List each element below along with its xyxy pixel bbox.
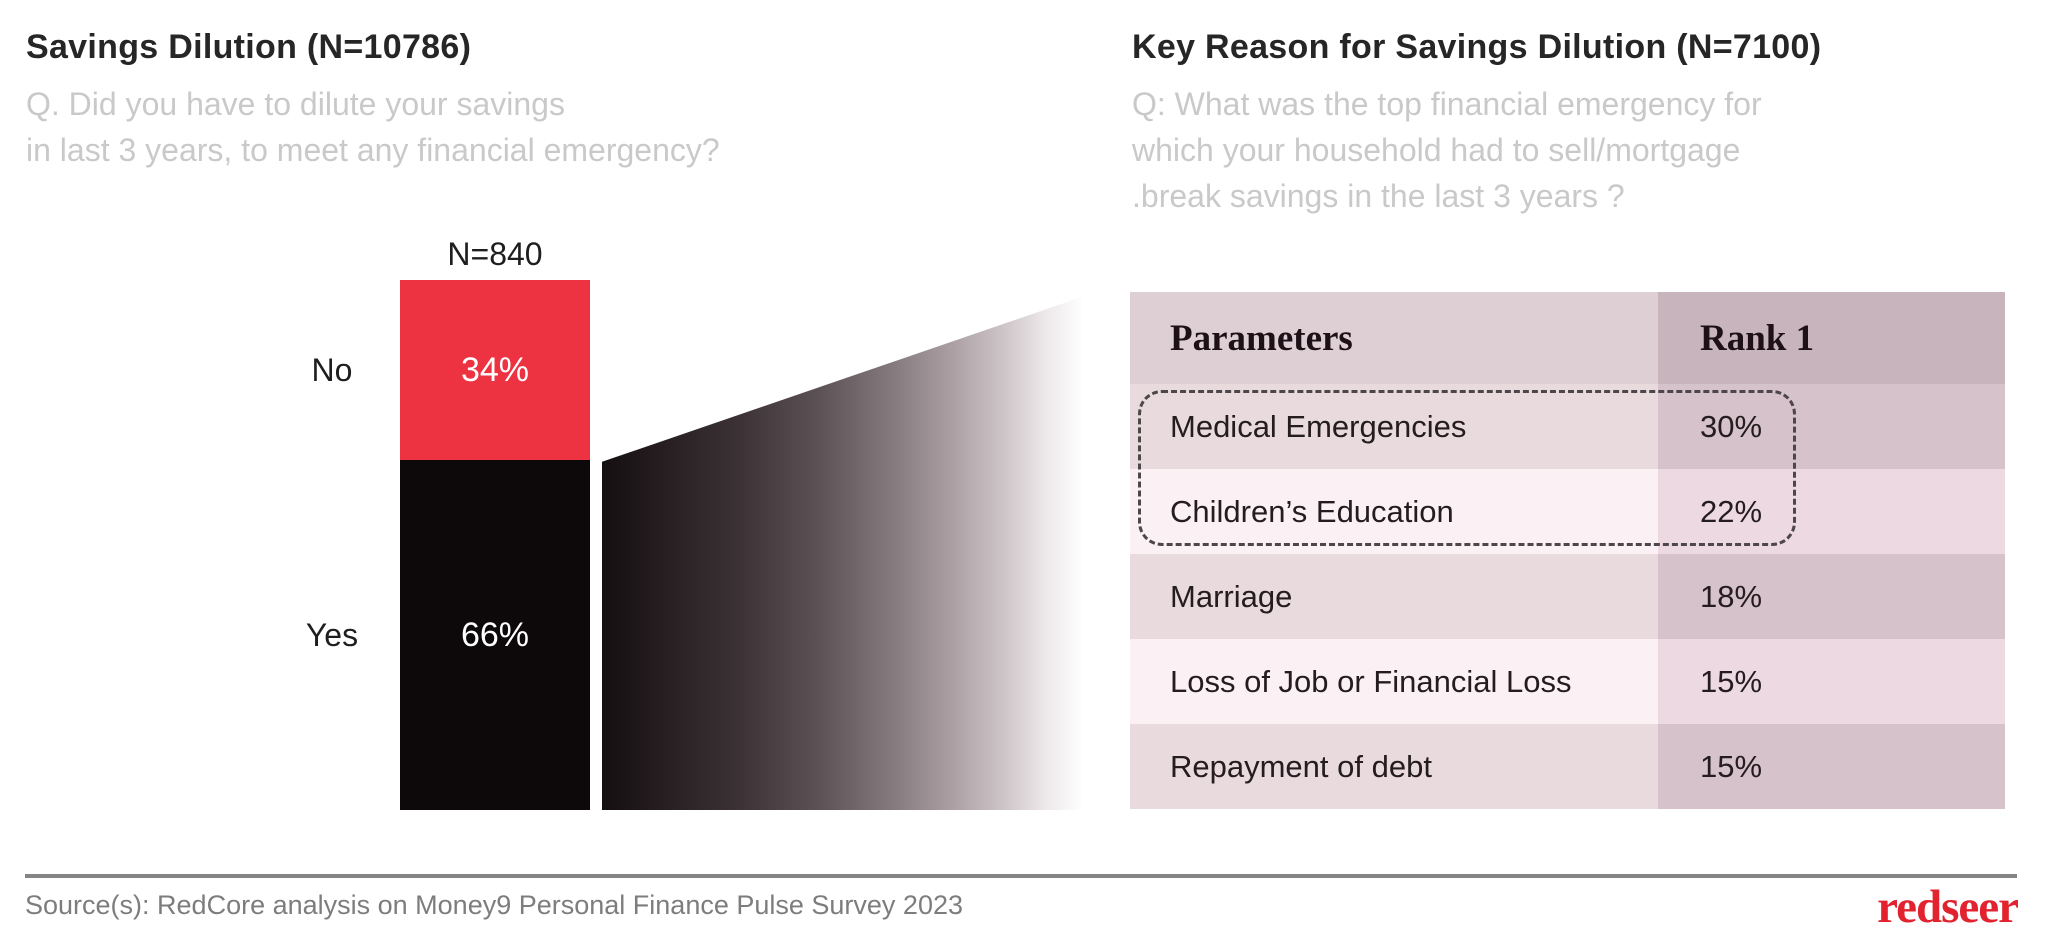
cell-parameter: Loss of Job or Financial Loss xyxy=(1130,639,1658,724)
left-panel-subtitle: Q. Did you have to dilute your savings i… xyxy=(26,81,786,173)
left-subtitle-line-1: Q. Did you have to dilute your savings xyxy=(26,86,565,122)
cell-parameter: Medical Emergencies xyxy=(1130,384,1658,469)
left-subtitle-line-2: in last 3 years, to meet any financial e… xyxy=(26,132,720,168)
table-row: Children’s Education 22% xyxy=(1130,469,2005,554)
table-row: Marriage 18% xyxy=(1130,554,2005,639)
table-row: Loss of Job or Financial Loss 15% xyxy=(1130,639,2005,724)
cell-rank1: 15% xyxy=(1658,639,2005,724)
right-panel-title: Key Reason for Savings Dilution (N=7100) xyxy=(1132,28,1822,66)
right-panel-subtitle: Q: What was the top financial emergency … xyxy=(1132,81,1972,219)
table-row: Repayment of debt 15% xyxy=(1130,724,2005,809)
right-subtitle-line-3: .break savings in the last 3 years ? xyxy=(1132,178,1625,214)
stacked-bar: 34% 66% xyxy=(400,280,590,810)
bar-value-yes: 66% xyxy=(460,615,530,654)
cell-parameter: Children’s Education xyxy=(1130,469,1658,554)
category-label-no: No xyxy=(311,352,353,388)
bar-segment-yes: 66% xyxy=(400,460,590,810)
cell-rank1: 15% xyxy=(1658,724,2005,809)
reasons-table: Parameters Rank 1 Medical Emergencies 30… xyxy=(1130,292,2005,809)
gradient-wedge-decoration xyxy=(602,294,1088,810)
redseer-logo: redseer xyxy=(1877,881,2019,933)
left-panel-header: Savings Dilution (N=10786) Q. Did you ha… xyxy=(26,28,786,173)
highlight-dashed-box xyxy=(1138,390,1796,546)
table-header-row: Parameters Rank 1 xyxy=(1130,292,2005,384)
column-header-rank1: Rank 1 xyxy=(1658,292,2005,384)
category-label-yes: Yes xyxy=(305,617,359,653)
right-panel-header: Key Reason for Savings Dilution (N=7100)… xyxy=(1132,28,1972,219)
source-text: Source(s): RedCore analysis on Money9 Pe… xyxy=(25,890,963,920)
bar-value-no: 34% xyxy=(460,350,530,389)
cell-rank1: 30% xyxy=(1658,384,2005,469)
right-subtitle-line-1: Q: What was the top financial emergency … xyxy=(1132,86,1762,122)
column-header-parameters: Parameters xyxy=(1130,292,1658,384)
cell-parameter: Repayment of debt xyxy=(1130,724,1658,809)
left-panel-title: Savings Dilution (N=10786) xyxy=(26,28,472,66)
bar-segment-no: 34% xyxy=(400,280,590,461)
cell-rank1: 18% xyxy=(1658,554,2005,639)
cell-rank1: 22% xyxy=(1658,469,2005,554)
right-subtitle-line-2: which your household had to sell/mortgag… xyxy=(1132,132,1741,168)
cell-parameter: Marriage xyxy=(1130,554,1658,639)
table-row: Medical Emergencies 30% xyxy=(1130,384,2005,469)
bar-n-label: N=840 xyxy=(447,236,543,272)
footer-divider xyxy=(25,874,2017,878)
